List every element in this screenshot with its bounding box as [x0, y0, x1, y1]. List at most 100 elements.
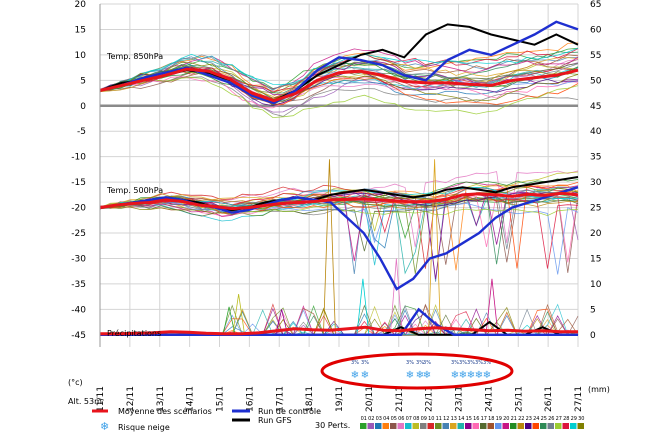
pert-number-label: 30: [578, 416, 584, 422]
pert-number-label: 15: [466, 416, 472, 422]
precip-spike: [323, 159, 336, 335]
altitude-label: Alt. 53m: [68, 397, 102, 406]
panel-label-precip: Précipitations: [107, 328, 161, 338]
pert-color-swatch: [577, 423, 584, 429]
pert-color-swatch: [382, 423, 389, 429]
snowflake-icon: ❄: [351, 370, 359, 381]
pert-number-label: 09: [421, 416, 427, 422]
pert-color-swatch: [412, 423, 419, 429]
pert-color-swatch: [510, 423, 517, 429]
right-axis-tick-label: 30: [590, 178, 602, 188]
snow-risk: 3%❄3%❄3%❄3%❄3%❄3%❄3%❄3%❄3%❄3%❄: [320, 352, 514, 390]
x-date-label: 19/11: [335, 386, 345, 412]
pert-color-swatch: [450, 423, 457, 429]
snowflake-icon: ❄: [406, 370, 414, 381]
pert-color-swatch: [495, 423, 502, 429]
pert-color-swatch: [465, 423, 472, 429]
pert-color-swatch: [375, 423, 382, 429]
x-date-label: 16/11: [245, 386, 255, 412]
left-axis-tick-label: 5: [80, 76, 86, 86]
pert-number-label: 05: [391, 416, 397, 422]
pert-number-label: 01: [361, 416, 367, 422]
precip-spike: [428, 159, 441, 335]
perturbation-line: [99, 47, 579, 92]
pert-color-swatch: [397, 423, 404, 429]
panel-label-500: Temp. 500hPa: [106, 186, 163, 195]
pert-number-label: 07: [406, 416, 412, 422]
perturbation-line: [99, 76, 579, 117]
right-axis-tick-label: 60: [590, 25, 602, 35]
snowflake-icon: ❄: [467, 370, 475, 381]
x-date-label: 24/11: [484, 386, 494, 412]
snow-percent-label: 3%: [416, 360, 424, 366]
right-axis-tick-label: 40: [590, 127, 602, 137]
perturbation-line: [99, 77, 579, 119]
right-axis-tick-label: 15: [590, 254, 601, 264]
perturbation-line: [99, 47, 579, 91]
right-axis-tick-label: 65: [590, 0, 601, 10]
x-date-label: 22/11: [425, 386, 435, 412]
precip-spike: [232, 294, 246, 335]
left-axis-tick-label: -20: [71, 204, 86, 214]
pert-color-swatch: [487, 423, 494, 429]
pert-color-swatch: [360, 423, 367, 429]
pert-color-swatch: [555, 423, 562, 429]
pert-number-label: 29: [571, 416, 577, 422]
pert-color-swatch: [532, 423, 539, 429]
left-axis-tick-label: 20: [75, 0, 87, 10]
perturbation-line: [99, 61, 579, 102]
x-date-label: 13/11: [156, 386, 166, 412]
left-axis-tick-label: 15: [75, 25, 86, 35]
snowflake-icon: ❄: [423, 370, 431, 381]
left-axis-tick-label: -5: [77, 127, 86, 137]
pert-number-label: 26: [548, 416, 554, 422]
perturbation-line: [99, 184, 579, 269]
pert-number-label: 25: [541, 416, 547, 422]
right-axis-unit: (mm): [588, 385, 610, 394]
pert-number-label: 08: [413, 416, 419, 422]
pert-number-label: 17: [481, 416, 487, 422]
right-axis-tick-label: 55: [590, 51, 601, 61]
pert-color-swatch: [420, 423, 427, 429]
right-axis-tick-label: 50: [590, 76, 602, 86]
legend-perts-label: 30 Perts.: [315, 421, 350, 430]
pert-color-swatch: [367, 423, 374, 429]
right-axis-tick-label: 0: [590, 331, 596, 341]
pert-number-label: 28: [563, 416, 569, 422]
precip-spike: [485, 278, 499, 335]
main-lines: [99, 20, 579, 336]
legend: Moyenne des scénarios Run de contrôleRun …: [92, 406, 584, 433]
snow-percent-label: 3%: [361, 360, 369, 366]
highlight-ellipse: [320, 352, 514, 390]
pert-number-label: 23: [526, 416, 532, 422]
legend-control-label: Run de contrôle: [258, 406, 321, 416]
perturbation-line: [99, 76, 579, 109]
pert-color-swatch: [547, 423, 554, 429]
snow-percent-label: 3%: [483, 360, 491, 366]
pert-color-swatch: [562, 423, 569, 429]
left-axis-tick-label: -40: [71, 305, 86, 315]
mean-line: [99, 191, 579, 211]
right-axis-tick-label: 45: [590, 102, 601, 112]
snow-percent-label: 3%: [451, 360, 459, 366]
pert-number-label: 16: [473, 416, 479, 422]
snow-percent-label: 3%: [475, 360, 483, 366]
x-date-label: 27/11: [574, 386, 584, 412]
precip-spike: [389, 258, 403, 335]
pert-number-label: 22: [518, 416, 524, 422]
snowflake-icon: ❄: [451, 370, 459, 381]
pert-color-swatch: [390, 423, 397, 429]
pert-number-label: 19: [496, 416, 502, 422]
snow-percent-label: 3%: [467, 360, 475, 366]
pert-color-swatch: [457, 423, 464, 429]
mean-line: [100, 325, 578, 336]
left-axis-tick-label: -10: [71, 153, 86, 163]
pert-color-swatch: [472, 423, 479, 429]
control-line: [99, 186, 579, 291]
snowflake-icon: ❄: [361, 370, 369, 381]
mean-line: [99, 67, 579, 103]
x-date-label: 12/11: [126, 386, 136, 412]
x-date-label: 26/11: [544, 386, 554, 412]
x-date-label: 14/11: [186, 386, 196, 412]
